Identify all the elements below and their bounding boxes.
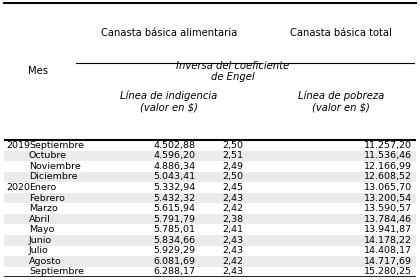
- Text: Enero: Enero: [29, 183, 56, 192]
- Text: 2019: 2019: [6, 141, 30, 150]
- Text: 2,49: 2,49: [222, 162, 243, 171]
- Text: 2,50: 2,50: [222, 172, 243, 181]
- Text: 5.929,29: 5.929,29: [154, 246, 196, 255]
- Text: 5.791,79: 5.791,79: [154, 215, 196, 224]
- Text: 13.941,87: 13.941,87: [364, 225, 412, 234]
- Text: 11.257,20: 11.257,20: [364, 141, 412, 150]
- Text: 5.785,01: 5.785,01: [154, 225, 196, 234]
- Text: 13.200,54: 13.200,54: [364, 193, 412, 202]
- Text: Inversa del coeficiente
de Engel: Inversa del coeficiente de Engel: [176, 60, 289, 82]
- Text: 13.065,70: 13.065,70: [364, 183, 412, 192]
- Text: 2,50: 2,50: [222, 141, 243, 150]
- Text: 5.043,41: 5.043,41: [153, 172, 196, 181]
- Text: 2020: 2020: [6, 183, 30, 192]
- Text: Junio: Junio: [29, 236, 52, 245]
- Text: 13.784,46: 13.784,46: [364, 215, 412, 224]
- Text: Diciembre: Diciembre: [29, 172, 77, 181]
- Bar: [4, 256, 416, 267]
- Text: 6.288,17: 6.288,17: [154, 267, 196, 276]
- Text: 14.178,22: 14.178,22: [364, 236, 412, 245]
- Text: Línea de indigencia
(valor en $): Línea de indigencia (valor en $): [120, 90, 218, 113]
- Text: Febrero: Febrero: [29, 193, 65, 202]
- Text: 2,51: 2,51: [222, 151, 243, 160]
- Text: 15.280,25: 15.280,25: [364, 267, 412, 276]
- Text: 2,43: 2,43: [222, 267, 243, 276]
- Text: 2,38: 2,38: [222, 215, 243, 224]
- Bar: [4, 214, 416, 225]
- Text: 14.717,69: 14.717,69: [364, 257, 412, 266]
- Text: Noviembre: Noviembre: [29, 162, 81, 171]
- Text: Julio: Julio: [29, 246, 49, 255]
- Text: Canasta básica total: Canasta básica total: [290, 28, 391, 38]
- Bar: [4, 172, 416, 182]
- Bar: [4, 193, 416, 203]
- Text: 2,41: 2,41: [222, 225, 243, 234]
- Text: Mayo: Mayo: [29, 225, 54, 234]
- Text: 2,43: 2,43: [222, 236, 243, 245]
- Text: Canasta básica alimentaria: Canasta básica alimentaria: [101, 28, 237, 38]
- Text: 2,43: 2,43: [222, 193, 243, 202]
- Text: Octubre: Octubre: [29, 151, 67, 160]
- Text: Marzo: Marzo: [29, 204, 58, 213]
- Text: Agosto: Agosto: [29, 257, 62, 266]
- Text: 11.536,46: 11.536,46: [364, 151, 412, 160]
- Text: Abril: Abril: [29, 215, 51, 224]
- Text: Septiembre: Septiembre: [29, 267, 84, 276]
- Text: Línea de pobreza
(valor en $): Línea de pobreza (valor en $): [297, 90, 384, 113]
- Text: 5.615,94: 5.615,94: [154, 204, 196, 213]
- Text: 5.834,66: 5.834,66: [153, 236, 196, 245]
- Text: 2,43: 2,43: [222, 246, 243, 255]
- Text: 4.886,34: 4.886,34: [153, 162, 196, 171]
- Text: 14.408,17: 14.408,17: [364, 246, 412, 255]
- Text: 4.502,88: 4.502,88: [154, 141, 196, 150]
- Text: Septiembre: Septiembre: [29, 141, 84, 150]
- Bar: [4, 235, 416, 246]
- Text: 5.332,94: 5.332,94: [153, 183, 196, 192]
- Text: 6.081,69: 6.081,69: [154, 257, 196, 266]
- Bar: [4, 151, 416, 161]
- Text: 5.432,32: 5.432,32: [153, 193, 196, 202]
- Text: 2,45: 2,45: [222, 183, 243, 192]
- Text: 12.166,99: 12.166,99: [364, 162, 412, 171]
- Text: 4.596,20: 4.596,20: [154, 151, 196, 160]
- Text: 2,42: 2,42: [222, 204, 243, 213]
- Text: Mes: Mes: [28, 66, 48, 76]
- Text: 2,42: 2,42: [222, 257, 243, 266]
- Text: 12.608,52: 12.608,52: [364, 172, 412, 181]
- Text: 13.590,57: 13.590,57: [364, 204, 412, 213]
